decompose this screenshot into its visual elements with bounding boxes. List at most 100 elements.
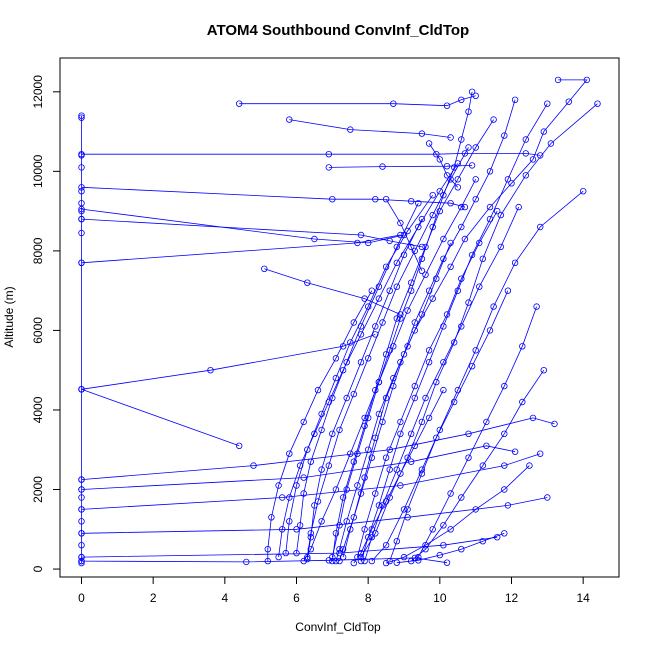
data-point: [397, 430, 404, 437]
data-point: [379, 319, 386, 326]
data-point: [343, 518, 350, 525]
y-tick-label: 10000: [31, 154, 45, 188]
data-point: [397, 315, 404, 322]
data-point: [368, 526, 375, 533]
data-point: [415, 557, 422, 564]
data-point: [365, 303, 372, 310]
data-point: [429, 526, 436, 533]
data-point: [458, 494, 465, 501]
data-point: [408, 197, 415, 205]
data-point: [458, 546, 465, 553]
profile-series: [382, 462, 533, 567]
profile-series: [336, 76, 590, 565]
data-point: [304, 446, 311, 453]
series-line: [417, 306, 537, 558]
data-point: [78, 150, 85, 158]
data-point: [400, 553, 408, 561]
profile-series: [78, 231, 404, 266]
data-point: [404, 506, 411, 513]
data-point: [78, 553, 85, 561]
data-point: [494, 207, 501, 215]
profile-series: [78, 331, 379, 393]
data-point: [293, 482, 300, 489]
profile-series: [329, 116, 497, 565]
data-point: [361, 422, 368, 430]
data-point: [379, 163, 386, 170]
data-point: [594, 100, 601, 107]
data-point: [440, 359, 447, 366]
data-point: [468, 162, 476, 169]
data-point: [264, 546, 271, 553]
data-point: [458, 136, 465, 143]
data-point: [497, 243, 504, 251]
data-point: [286, 116, 293, 123]
profile-series: [386, 287, 512, 565]
data-point: [372, 386, 379, 394]
data-point: [529, 156, 537, 163]
series-line: [360, 103, 598, 558]
data-point: [422, 542, 429, 549]
profile-series: [286, 116, 454, 141]
data-point: [404, 343, 411, 350]
data-point: [329, 394, 336, 402]
data-point: [433, 434, 440, 441]
data-point: [583, 76, 590, 84]
data-point: [275, 482, 282, 489]
data-point: [425, 347, 433, 354]
data-point: [522, 172, 529, 179]
data-point: [243, 558, 250, 566]
profile-series: [408, 367, 547, 565]
data-point: [451, 339, 458, 346]
data-point: [354, 239, 361, 247]
data-point: [386, 446, 393, 453]
data-point: [472, 176, 479, 183]
data-point: [368, 287, 375, 294]
data-point: [436, 156, 443, 163]
data-point: [411, 394, 418, 402]
data-point: [400, 506, 408, 513]
data-point: [78, 557, 85, 565]
data-point: [454, 287, 461, 294]
data-point: [501, 462, 508, 469]
y-tick-label: 12000: [31, 75, 45, 109]
series-line: [385, 465, 530, 564]
data-point: [250, 462, 257, 469]
data-point: [354, 482, 361, 489]
data-point: [336, 557, 343, 565]
data-point: [544, 100, 551, 107]
series-line: [328, 165, 473, 168]
data-point: [390, 100, 397, 107]
data-point: [465, 144, 472, 151]
data-point: [436, 187, 443, 195]
series-line: [331, 91, 473, 558]
x-tick-label: 8: [365, 591, 372, 605]
data-point: [436, 426, 443, 434]
y-tick-label: 2000: [31, 476, 45, 503]
data-point: [411, 319, 418, 326]
data-point: [411, 442, 418, 449]
data-point: [537, 223, 544, 231]
data-point: [447, 199, 454, 207]
data-point: [519, 398, 526, 406]
data-point: [511, 96, 519, 103]
x-tick-label: 14: [576, 591, 590, 605]
data-point: [357, 549, 365, 557]
data-point: [472, 144, 479, 151]
x-tick-label: 4: [221, 591, 228, 605]
data-point: [357, 557, 365, 565]
data-point: [537, 152, 544, 159]
data-point: [554, 76, 562, 84]
data-point: [350, 559, 357, 567]
data-point: [429, 191, 436, 199]
profile-series: [78, 150, 544, 159]
data-point: [497, 211, 504, 219]
data-point: [540, 128, 547, 135]
data-point: [325, 150, 332, 158]
data-point: [357, 231, 365, 239]
series-line: [81, 208, 405, 244]
data-point: [465, 299, 472, 306]
data-point: [325, 462, 332, 469]
data-point: [486, 327, 494, 334]
data-point: [78, 114, 85, 121]
data-point: [533, 303, 540, 310]
